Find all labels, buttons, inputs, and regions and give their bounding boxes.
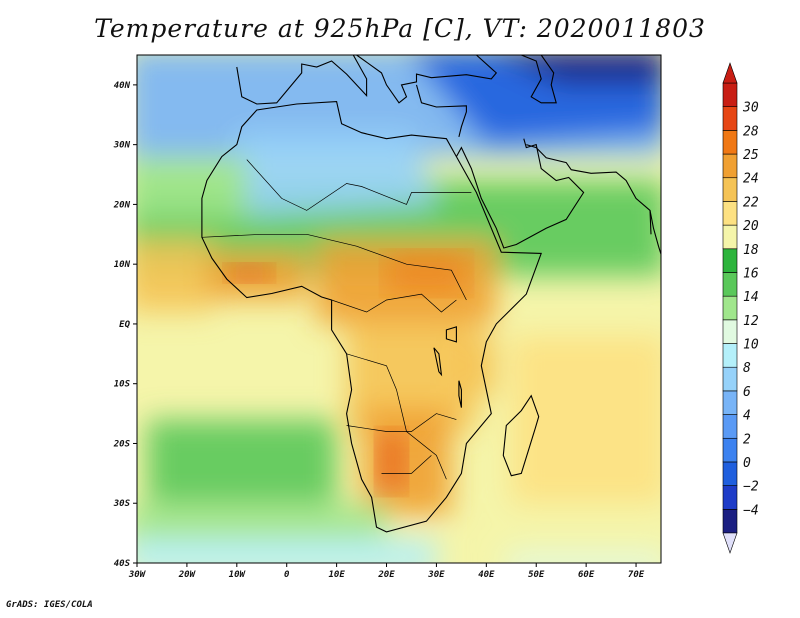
lon-tick-label: 30W bbox=[128, 570, 147, 580]
colorbar-box bbox=[722, 201, 738, 226]
credit-label: GrADS: IGES/COLA bbox=[6, 600, 93, 610]
chart-title: Temperature at 925hPa [C], VT: 202001180… bbox=[94, 14, 706, 43]
madagascar-coast bbox=[502, 394, 540, 477]
colorbar-label: 24 bbox=[743, 172, 759, 187]
colorbar-label: 4 bbox=[743, 409, 751, 424]
lat-tick-label: 20S bbox=[113, 439, 131, 449]
axes: 30W 20W 10W 0 10E 20E 30E 40E 50E 60E 70E 40N 30N 20N… bbox=[113, 81, 645, 580]
temp-region-11 bbox=[456, 335, 497, 396]
colorbar-box bbox=[722, 437, 738, 463]
lake-1 bbox=[433, 347, 443, 377]
turkey-coast bbox=[415, 84, 467, 138]
colorbar-box bbox=[722, 390, 738, 415]
africa-coast bbox=[201, 101, 542, 533]
temp-region-16 bbox=[511, 335, 661, 504]
colorbar-box bbox=[722, 414, 738, 439]
colorbar-label: 16 bbox=[743, 266, 759, 281]
colorbar-label: 12 bbox=[743, 314, 759, 329]
colorbar-box bbox=[722, 485, 738, 510]
lat-tick-label: 30S bbox=[113, 499, 131, 509]
lon-tick-label: 40E bbox=[478, 570, 495, 580]
colorbar-box bbox=[722, 82, 738, 107]
arabia-coast bbox=[455, 138, 585, 249]
temp-region-12 bbox=[147, 419, 337, 504]
temp-region-6 bbox=[137, 240, 212, 312]
border-3 bbox=[346, 353, 447, 480]
lon-tick-label: 30E bbox=[427, 570, 445, 580]
colorbar-label: 8 bbox=[743, 361, 751, 376]
colorbar-box bbox=[722, 153, 738, 179]
colorbar-box bbox=[722, 461, 738, 486]
colorbar-label: 2 bbox=[743, 432, 751, 447]
temp-region-5 bbox=[137, 156, 247, 217]
colorbar-label: 22 bbox=[743, 195, 759, 210]
temp-region-3 bbox=[498, 55, 661, 85]
colorbar-label: −4 bbox=[743, 503, 759, 518]
colorbar-under-triangle bbox=[722, 532, 738, 554]
border-2 bbox=[331, 293, 457, 313]
colorbar-box bbox=[722, 295, 738, 321]
plot-frame bbox=[136, 54, 662, 564]
iran-india-coast bbox=[526, 144, 652, 235]
colorbar-label: 28 bbox=[743, 124, 759, 139]
colorbar-label: 20 bbox=[743, 219, 759, 234]
lon-tick-label: 0 bbox=[284, 570, 290, 580]
lat-tick-label: 40S bbox=[114, 559, 131, 569]
india-coast bbox=[649, 210, 661, 257]
lat-tick-label: EQ bbox=[119, 320, 130, 330]
lat-tick-label: 30N bbox=[113, 141, 131, 151]
colorbar-box bbox=[722, 319, 738, 344]
border-1 bbox=[201, 233, 467, 301]
colorbar-box bbox=[722, 248, 738, 273]
lon-tick-label: 50E bbox=[528, 570, 545, 580]
lake-2 bbox=[458, 380, 462, 408]
caspian-coast bbox=[521, 55, 557, 104]
colorbar-label: 25 bbox=[743, 148, 759, 163]
colorbar-label: 10 bbox=[743, 338, 759, 353]
lon-tick-label: 20E bbox=[377, 570, 395, 580]
colorbar-label: 30 bbox=[742, 101, 759, 116]
europe-coast bbox=[236, 55, 498, 105]
hot-core-0 bbox=[226, 264, 272, 283]
colorbar-box bbox=[722, 509, 738, 534]
colorbar-box bbox=[722, 343, 738, 368]
hot-core-1 bbox=[386, 252, 467, 295]
coastlines bbox=[201, 55, 661, 533]
lon-tick-label: 60E bbox=[578, 570, 595, 580]
lat-tick-label: 10N bbox=[114, 260, 131, 270]
border-0 bbox=[246, 159, 472, 211]
lon-tick-label: 10E bbox=[328, 570, 345, 580]
lon-tick-label: 20W bbox=[178, 570, 197, 580]
colorbar-box bbox=[722, 224, 738, 250]
temp-region-9 bbox=[346, 323, 477, 432]
hot-core-2 bbox=[376, 431, 407, 492]
colorbar-label: 14 bbox=[743, 290, 759, 305]
lon-tick-label: 70E bbox=[628, 570, 645, 580]
lat-tick-label: 10S bbox=[114, 380, 131, 390]
border-5 bbox=[381, 455, 432, 474]
temp-region-4 bbox=[236, 132, 437, 217]
colorbar-box bbox=[722, 177, 738, 202]
lat-tick-label: 40N bbox=[114, 81, 131, 91]
colorbar-label: −2 bbox=[743, 480, 759, 495]
colorbar-box bbox=[722, 130, 738, 155]
lat-tick-label: 20N bbox=[113, 200, 131, 210]
temp-region-13 bbox=[137, 503, 387, 540]
lon-tick-label: 10W bbox=[229, 570, 247, 580]
lake-0 bbox=[445, 326, 457, 343]
colorbar-box bbox=[722, 106, 738, 131]
colorbar-label: 6 bbox=[743, 385, 751, 400]
colorbar-label: 18 bbox=[743, 243, 759, 258]
colorbar-box bbox=[722, 272, 738, 297]
temp-region-14 bbox=[137, 539, 437, 563]
colorbar-over-triangle bbox=[722, 62, 738, 84]
hot-cores bbox=[226, 252, 467, 492]
colorbar-box bbox=[722, 366, 738, 392]
border-4 bbox=[346, 413, 457, 432]
temp-region-15 bbox=[506, 551, 661, 563]
temperature-field bbox=[137, 55, 661, 563]
colorbar-label: 0 bbox=[743, 456, 751, 471]
